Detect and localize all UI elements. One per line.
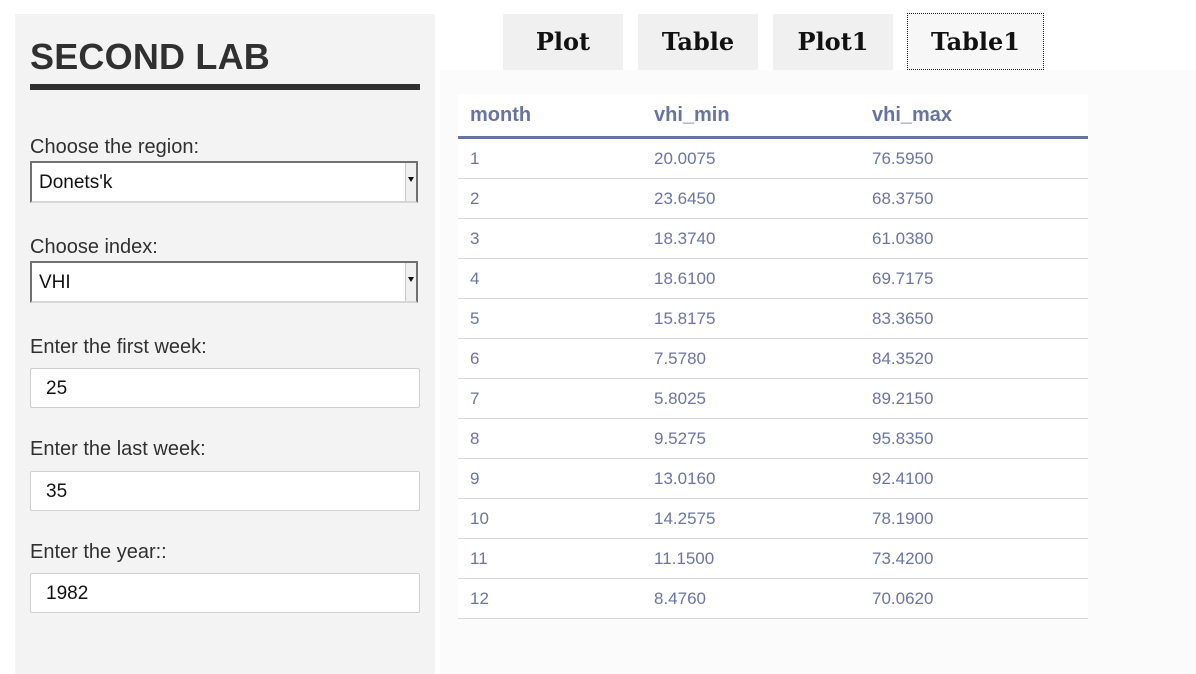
column-header[interactable]: vhi_min	[642, 94, 860, 139]
last-week-input[interactable]: 35	[30, 471, 420, 511]
region-label: Choose the region:	[30, 136, 200, 158]
year-value: 1982	[46, 583, 89, 604]
tab-table1[interactable]: Table1	[907, 13, 1044, 70]
table-cell: 11	[458, 538, 642, 579]
table-cell: 8.4760	[642, 578, 860, 619]
table-cell: 9	[458, 458, 642, 499]
sidebar-panel: SECOND LAB Choose the region: Donets'k C…	[15, 14, 435, 674]
table-row: 12 8.4760 70.0620	[458, 578, 1088, 619]
table-cell: 95.8350	[860, 418, 1088, 459]
tab-plot[interactable]: Plot	[503, 14, 623, 70]
table-cell: 68.3750	[860, 178, 1088, 219]
year-label: Enter the year::	[30, 541, 167, 563]
table-cell: 73.4200	[860, 538, 1088, 579]
first-week-input[interactable]: 25	[30, 368, 420, 408]
table-row: 10 14.2575 78.1900	[458, 498, 1088, 539]
table-cell: 6	[458, 338, 642, 379]
table-cell: 10	[458, 498, 642, 539]
table-cell: 2	[458, 178, 642, 219]
column-header[interactable]: month	[458, 94, 642, 139]
dropdown-arrow-icon[interactable]	[405, 263, 416, 301]
index-select-value: VHI	[39, 272, 71, 293]
table-cell: 15.8175	[642, 298, 860, 339]
table-cell: 70.0620	[860, 578, 1088, 619]
table-row: 6 7.5780 84.3520	[458, 338, 1088, 379]
table-cell: 9.5275	[642, 418, 860, 459]
table-cell: 92.4100	[860, 458, 1088, 499]
column-header[interactable]: vhi_max	[860, 94, 1088, 139]
table-cell: 11.1500	[642, 538, 860, 579]
table-cell: 12	[458, 578, 642, 619]
table-cell: 61.0380	[860, 218, 1088, 259]
table-cell: 4	[458, 258, 642, 299]
year-input[interactable]: 1982	[30, 573, 420, 613]
index-label: Choose index:	[30, 236, 158, 258]
table-cell: 20.0075	[642, 137, 860, 179]
first-week-label: Enter the first week:	[30, 336, 207, 358]
table-row: 7 5.8025 89.2150	[458, 378, 1088, 419]
last-week-value: 35	[46, 481, 68, 502]
table-cell: 89.2150	[860, 378, 1088, 419]
table-row: 8 9.5275 95.8350	[458, 418, 1088, 459]
dropdown-arrow-icon[interactable]	[405, 163, 416, 201]
table-row: 9 13.0160 92.4100	[458, 458, 1088, 499]
first-week-value: 25	[46, 378, 68, 399]
table-cell: 78.1900	[860, 498, 1088, 539]
table-cell: 1	[458, 137, 642, 179]
table-cell: 83.3650	[860, 298, 1088, 339]
region-select-value: Donets'k	[39, 172, 113, 193]
region-select[interactable]: Donets'k	[30, 161, 418, 203]
table-cell: 13.0160	[642, 458, 860, 499]
table-row: 2 23.6450 68.3750	[458, 178, 1088, 219]
last-week-label: Enter the last week:	[30, 438, 206, 460]
page-title: SECOND LAB	[30, 36, 271, 77]
table-cell: 76.5950	[860, 137, 1088, 179]
table-cell: 7.5780	[642, 338, 860, 379]
table-cell: 7	[458, 378, 642, 419]
table-header-row: month vhi_min vhi_max	[458, 94, 1088, 139]
table-row: 3 18.3740 61.0380	[458, 218, 1088, 259]
data-table: month vhi_min vhi_max 1 20.0075 76.5950 2 23…	[458, 94, 1088, 619]
table-cell: 5	[458, 298, 642, 339]
table-cell: 23.6450	[642, 178, 860, 219]
index-select[interactable]: VHI	[30, 261, 418, 303]
table-cell: 14.2575	[642, 498, 860, 539]
table-row: 4 18.6100 69.7175	[458, 258, 1088, 299]
tab-plot1[interactable]: Plot1	[773, 14, 893, 70]
tab-table[interactable]: Table	[638, 14, 758, 70]
table-cell: 5.8025	[642, 378, 860, 419]
table-cell: 3	[458, 218, 642, 259]
table-cell: 8	[458, 418, 642, 459]
table-row: 1 20.0075 76.5950	[458, 137, 1088, 179]
table-cell: 18.3740	[642, 218, 860, 259]
table-cell: 18.6100	[642, 258, 860, 299]
table-row: 11 11.1500 73.4200	[458, 538, 1088, 579]
table-cell: 84.3520	[860, 338, 1088, 379]
title-underline	[30, 84, 420, 90]
table-cell: 69.7175	[860, 258, 1088, 299]
table-row: 5 15.8175 83.3650	[458, 298, 1088, 339]
